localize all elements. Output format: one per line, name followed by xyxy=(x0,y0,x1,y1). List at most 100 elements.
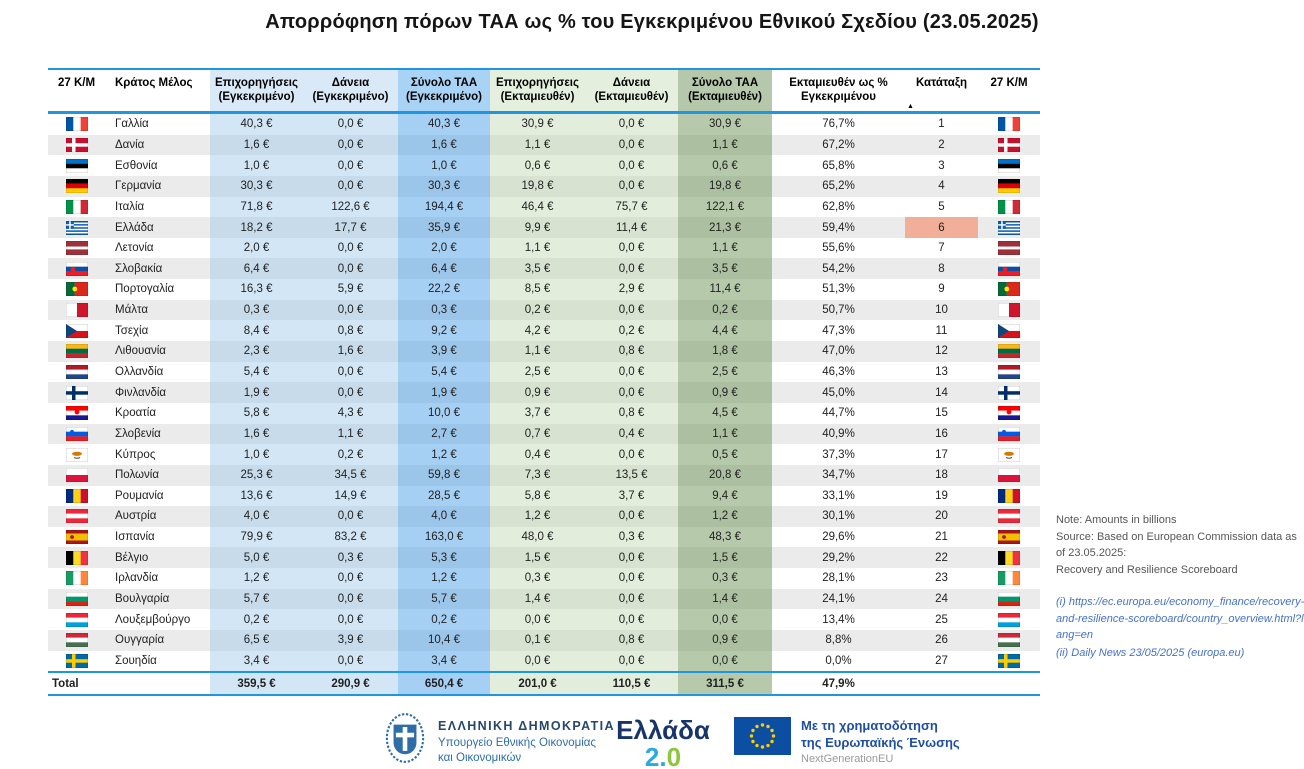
greece20-version-green: 0 xyxy=(666,742,682,769)
cell-la: 0,8 € xyxy=(303,320,398,342)
flag-left-fr-icon xyxy=(48,114,105,135)
cell-ld: 0,2 € xyxy=(585,320,678,342)
flag-left-hu-icon xyxy=(48,630,105,651)
flag-right-lt-icon xyxy=(978,341,1040,362)
cell-rank: 15 xyxy=(935,407,948,420)
cell-ga: 40,3 € xyxy=(210,114,303,135)
cell-la: 0,0 € xyxy=(303,175,398,197)
cell-country: Γερμανία xyxy=(115,180,162,193)
cell-country: Σουηδία xyxy=(115,654,157,667)
cell-ga: 6,4 € xyxy=(210,258,303,280)
flag-left-ro-icon xyxy=(48,486,105,507)
col-header-disbursed-pct[interactable]: Εκταμιευθέν ως % Εγκεκριμένου xyxy=(789,77,888,103)
flag-left-lt-icon xyxy=(48,341,105,362)
cell-ga: 2,0 € xyxy=(210,237,303,259)
flag-right-pt-icon xyxy=(978,279,1040,300)
cell-ta: 1,2 € xyxy=(398,444,490,465)
notes-block: Note: Amounts in billions Source: Based … xyxy=(1056,512,1304,662)
flag-left-de-icon xyxy=(48,176,105,197)
cell-ta: 6,4 € xyxy=(398,258,490,280)
cell-gd: 3,7 € xyxy=(490,402,585,424)
col-header-loans-approved[interactable]: Δάνεια (Εγκεκριμένο) xyxy=(303,70,398,111)
table-row: Λουξεμβούργο 0,2 €0,0 €0,2 €0,0 €0,0 €0,0… xyxy=(48,609,1040,631)
eu-funding-line2: της Ευρωπαϊκής Ένωσης xyxy=(801,734,960,750)
table-header: 27 Κ/Μ Κράτος Μέλος Επιχορηγήσεις (Εγκεκ… xyxy=(48,68,1040,114)
cell-country: Βουλγαρία xyxy=(115,593,170,606)
cell-ld: 0,0 € xyxy=(585,155,678,176)
col-header-loans-disbursed[interactable]: Δάνεια (Εκταμιευθέν) xyxy=(585,70,678,111)
cell-pct: 33,1% xyxy=(822,489,855,502)
cell-la: 34,5 € xyxy=(303,464,398,486)
flag-left-hr-icon xyxy=(48,403,105,424)
flag-right-se-icon xyxy=(978,651,1040,672)
table-row: Βέλγιο 5,0 €0,3 €5,3 €1,5 €0,0 €1,5 €29,2… xyxy=(48,547,1040,569)
table-row: Ιρλανδία 1,2 €0,0 €1,2 €0,3 €0,0 €0,3 €28… xyxy=(48,568,1040,589)
cell-td: 1,1 € xyxy=(678,134,772,156)
cell-ld: 0,0 € xyxy=(585,588,678,610)
flag-left-pt-icon xyxy=(48,279,105,300)
cell-td: 122,1 € xyxy=(678,196,772,218)
table-row: Αυστρία 4,0 €0,0 €4,0 €1,2 €0,0 €1,2 €30,… xyxy=(48,506,1040,527)
cell-rank: 3 xyxy=(938,159,945,172)
cell-gd: 1,1 € xyxy=(490,341,585,362)
cell-td: 0,0 € xyxy=(678,609,772,631)
col-header-member-state[interactable]: Κράτος Μέλος xyxy=(115,77,193,89)
cell-pct: 0,0% xyxy=(825,654,852,667)
cell-la: 0,0 € xyxy=(303,650,398,672)
col-header-total-disbursed[interactable]: Σύνολο ΤΑΑ (Εκταμιευθέν) xyxy=(678,70,772,111)
table-row: Τσεχία 8,4 €0,8 €9,2 €4,2 €0,2 €4,4 € 47,3… xyxy=(48,320,1040,342)
cell-ld: 13,5 € xyxy=(585,464,678,486)
cell-rank: 25 xyxy=(935,613,948,626)
cell-rank: 20 xyxy=(935,510,948,523)
flag-left-be-icon xyxy=(48,547,105,568)
sort-ascending-icon[interactable]: ▲ xyxy=(907,103,914,110)
col-header-grants-disbursed[interactable]: Επιχορηγήσεις (Εκταμιευθέν) xyxy=(490,70,585,111)
cell-ga: 8,4 € xyxy=(210,320,303,342)
cell-td: 20,8 € xyxy=(678,464,772,486)
cell-ld: 0,8 € xyxy=(585,402,678,424)
flag-left-pl-icon xyxy=(48,465,105,486)
flag-left-cy-icon xyxy=(48,444,105,465)
cell-ga: 1,6 € xyxy=(210,423,303,445)
cell-gd: 0,7 € xyxy=(490,423,585,445)
cell-la: 0,0 € xyxy=(303,568,398,589)
cell-rank: 11 xyxy=(935,324,948,337)
cell-td: 0,9 € xyxy=(678,382,772,403)
flag-left-ee-icon xyxy=(48,155,105,176)
cell-td: 11,4 € xyxy=(678,279,772,300)
cell-ga: 18,2 € xyxy=(210,217,303,238)
cell-ta: 2,7 € xyxy=(398,423,490,445)
ministry-line2: και Οικονομικών xyxy=(438,752,522,764)
source-link-daily-news[interactable]: (ii) Daily News 23/05/2025 (europa.eu) xyxy=(1056,646,1245,659)
cell-ga: 5,8 € xyxy=(210,402,303,424)
note-scoreboard: Recovery and Resilience Scoreboard xyxy=(1056,563,1238,576)
cell-pct: 29,6% xyxy=(822,531,855,544)
cell-gd: 1,1 € xyxy=(490,237,585,259)
flag-left-es-icon xyxy=(48,527,105,548)
cell-pct: 45,0% xyxy=(822,386,855,399)
cell-total-total-disbursed: 311,5 € xyxy=(678,673,772,695)
col-header-km-right[interactable]: 27 Κ/Μ xyxy=(990,77,1028,89)
nextgenerationeu-label: NextGenerationEU xyxy=(801,753,894,765)
cell-gd: 0,1 € xyxy=(490,630,585,651)
table-row: Βουλγαρία 5,7 €0,0 €5,7 €1,4 €0,0 €1,4 €2… xyxy=(48,588,1040,610)
cell-td: 30,9 € xyxy=(678,114,772,135)
col-header-total-approved[interactable]: Σύνολο ΤΑΑ (Εγκεκριμένο) xyxy=(398,70,490,111)
cell-country: Τσεχία xyxy=(115,324,149,337)
cell-gd: 30,9 € xyxy=(490,114,585,135)
cell-td: 0,3 € xyxy=(678,568,772,589)
cell-ld: 0,0 € xyxy=(585,299,678,321)
cell-gd: 0,4 € xyxy=(490,444,585,465)
cell-ga: 4,0 € xyxy=(210,506,303,527)
cell-rank: 12 xyxy=(935,345,948,358)
cell-pct: 44,7% xyxy=(822,407,855,420)
col-header-rank[interactable]: Κατάταξη ▲ xyxy=(907,77,968,110)
cell-la: 0,0 € xyxy=(303,237,398,259)
col-header-km-left[interactable]: 27 Κ/Μ xyxy=(57,77,96,89)
flag-right-mt-icon xyxy=(978,300,1040,321)
col-header-grants-approved[interactable]: Επιχορηγήσεις (Εγκεκριμένο) xyxy=(210,70,303,111)
flag-right-fi-icon xyxy=(978,382,1040,403)
cell-total-grants-disbursed: 201,0 € xyxy=(490,673,585,695)
table-row: Σλοβενία 1,6 €1,1 €2,7 €0,7 €0,4 €1,1 €40… xyxy=(48,423,1040,445)
source-link-scoreboard[interactable]: (i) https://ec.europa.eu/economy_finance… xyxy=(1056,596,1304,641)
